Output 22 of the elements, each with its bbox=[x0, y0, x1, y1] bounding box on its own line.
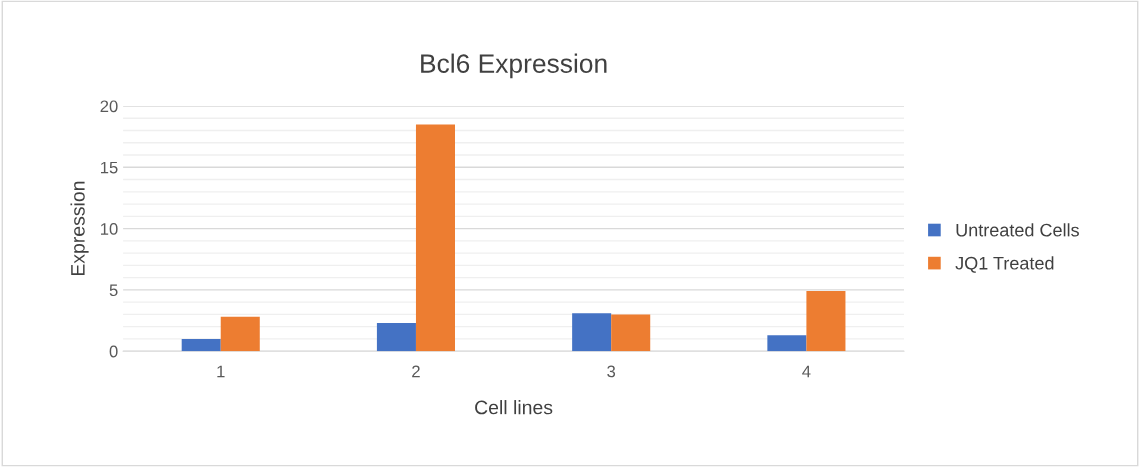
bar bbox=[806, 291, 846, 352]
legend-label: Untreated Cells bbox=[956, 223, 1079, 237]
x-tick-label: 1 bbox=[217, 365, 225, 378]
y-tick-label: 0 bbox=[109, 345, 118, 358]
y-tick-label: 20 bbox=[100, 100, 118, 113]
x-tick-label: 2 bbox=[412, 365, 420, 378]
y-tick-label: 10 bbox=[100, 223, 118, 235]
bar bbox=[376, 322, 416, 352]
y-axis-title: Expression bbox=[70, 181, 89, 276]
bar bbox=[611, 314, 651, 352]
legend-label: JQ1 Treated bbox=[955, 256, 1054, 273]
x-tick-label: 3 bbox=[607, 365, 616, 378]
bar bbox=[572, 313, 612, 352]
chart-title: Bcl6 Expression bbox=[421, 53, 607, 79]
bar bbox=[415, 124, 455, 352]
bar bbox=[220, 316, 260, 352]
bar bbox=[181, 338, 221, 352]
x-axis-title: Cell lines bbox=[475, 400, 553, 415]
y-tick-label: 5 bbox=[109, 284, 118, 297]
x-tick-label: 4 bbox=[802, 365, 811, 378]
bar bbox=[767, 335, 807, 352]
y-tick-label: 15 bbox=[100, 161, 118, 174]
